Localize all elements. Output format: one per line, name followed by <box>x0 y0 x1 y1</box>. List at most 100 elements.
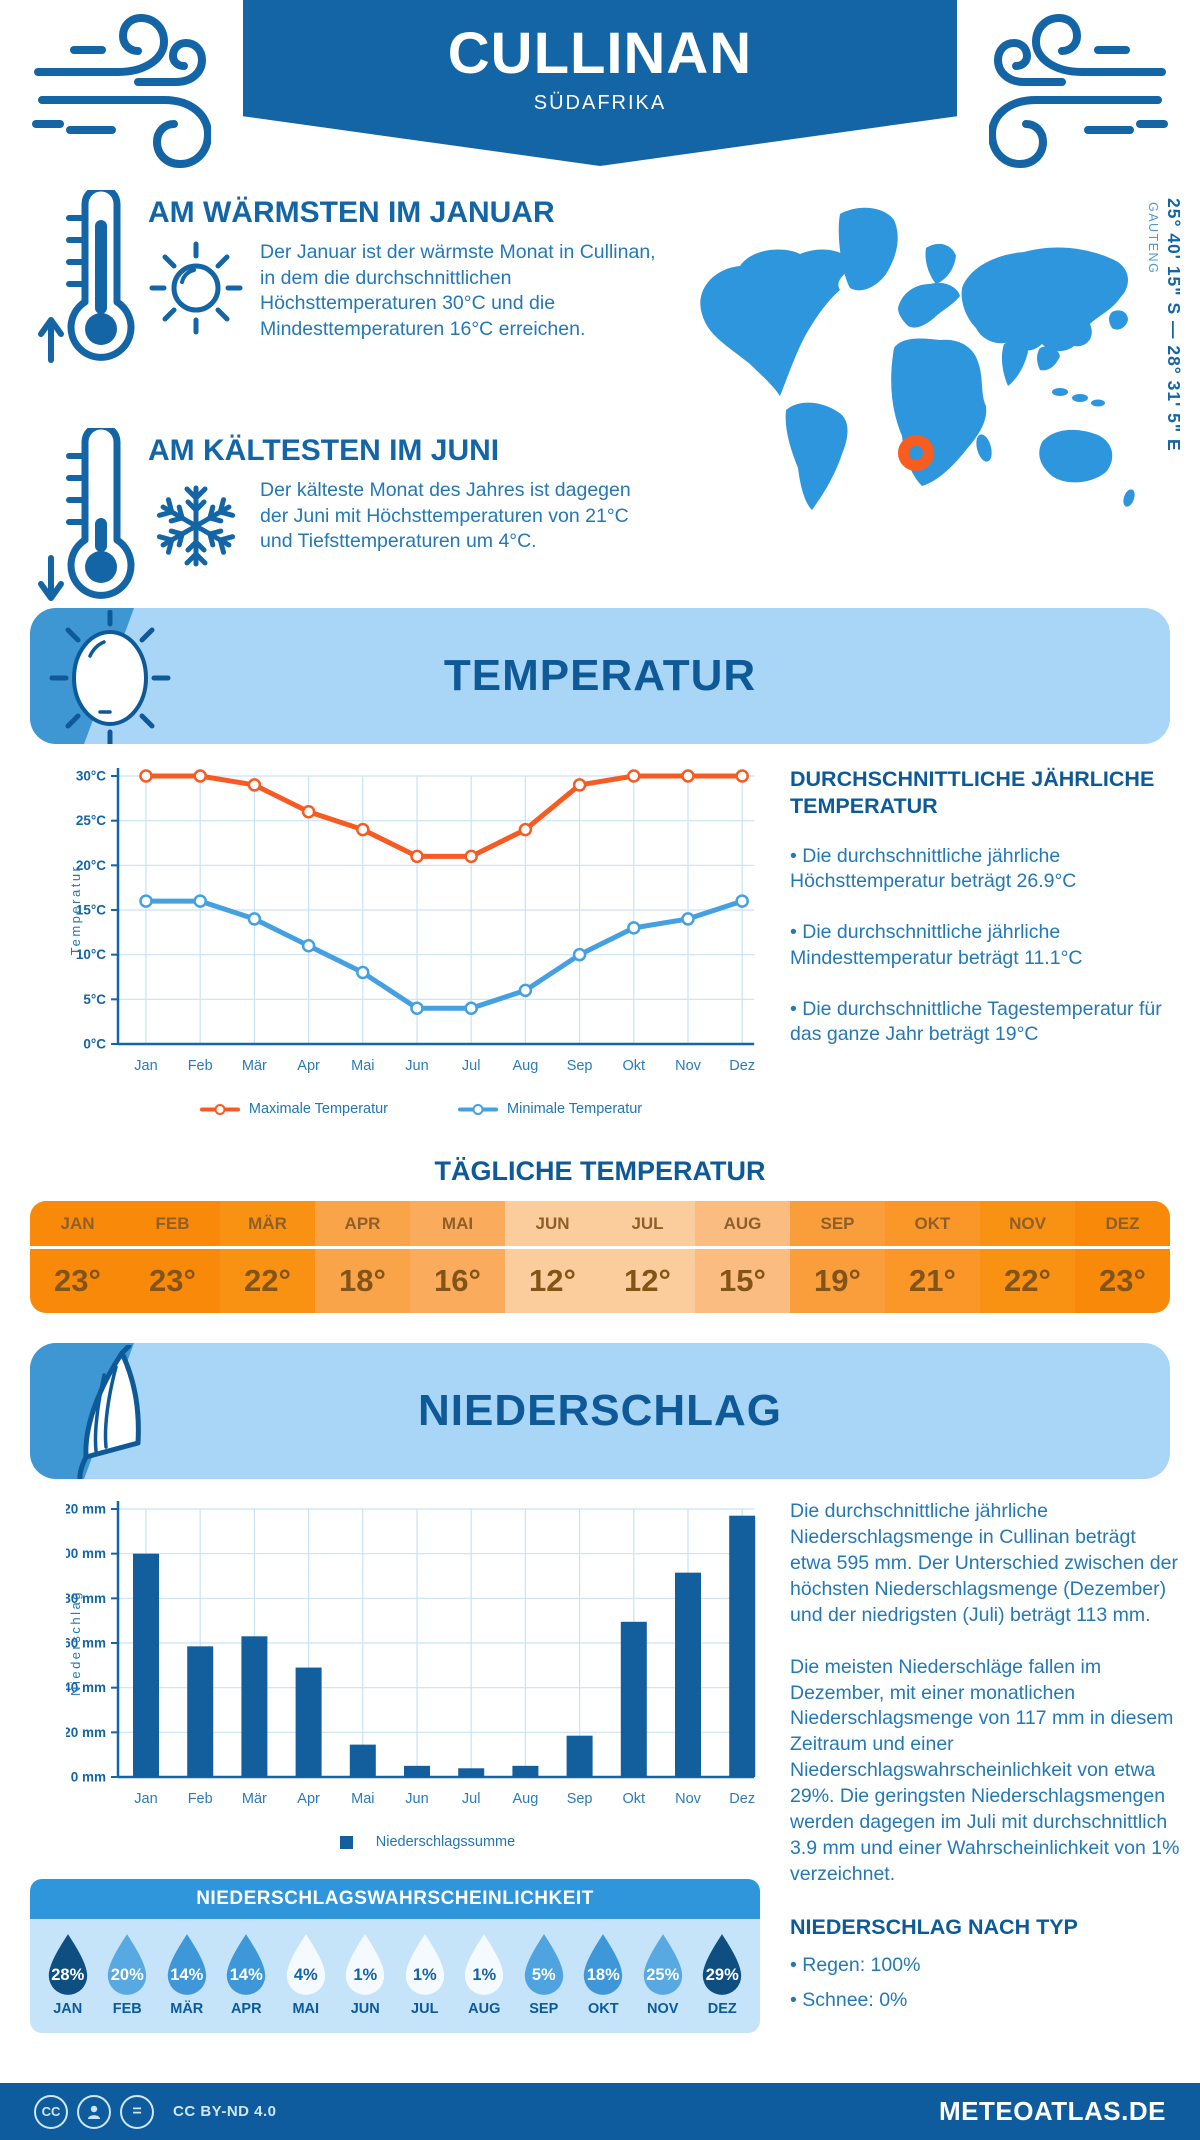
daily-temp-cell-NOV: NOV 22° <box>980 1201 1075 1313</box>
bar-Sep <box>566 1735 593 1777</box>
precipitation-probability-title: NIEDERSCHLAGSWAHRSCHEINLICHKEIT <box>30 1879 760 1919</box>
month-label: JAN <box>53 2001 83 2017</box>
coldest-text: Der kälteste Monat des Jahres ist dagege… <box>260 479 631 553</box>
svg-text:Mai: Mai <box>351 1058 374 1074</box>
daily-temp-cell-OKT: OKT 21° <box>885 1201 980 1313</box>
probability-value: 18% <box>586 1966 620 1984</box>
month-label: APR <box>315 1201 410 1249</box>
wind-icon <box>32 13 211 169</box>
month-label: NOV <box>980 1201 1075 1249</box>
annual-max-bullet: • Die durchschnittliche jährliche Höchst… <box>790 844 1077 893</box>
daily-temperature-title: TÄGLICHE TEMPERATUR <box>434 1156 766 1186</box>
probability-value: 29% <box>705 1966 739 1984</box>
no-derivatives-icon: = <box>120 2094 154 2129</box>
raindrop-icon: 1% <box>339 1933 391 1997</box>
probability-drop-SEP: 5% SEP <box>514 1933 574 2017</box>
month-label: MAI <box>292 2001 320 2017</box>
svg-text:Sep: Sep <box>567 1058 593 1074</box>
raindrop-icon: 1% <box>458 1933 510 1997</box>
daily-temp-value: 12° <box>624 1263 671 1298</box>
sun-banner-icon <box>49 610 171 744</box>
legend-item: Maximale Temperatur <box>199 1101 388 1117</box>
precipitation-chart-section: 0 mm 20 mm 40 mm 60 mm 80 mm 100 mm 120 mm Jan F… <box>0 1491 1200 2043</box>
probability-drop-JAN: 28% JAN <box>38 1933 98 2017</box>
header: CULLINAN SÜDAFRIKA <box>0 0 1200 169</box>
bar-Nov <box>675 1572 701 1777</box>
thermometer-high-icon <box>38 190 135 363</box>
bar-Dez <box>729 1515 756 1777</box>
svg-text:25°C: 25°C <box>76 813 106 828</box>
wind-icon <box>989 13 1168 169</box>
svg-text:Sep: Sep <box>567 1791 593 1807</box>
month-label: SEP <box>790 1201 885 1249</box>
bar-Jul <box>458 1768 485 1777</box>
precipitation-type-heading: NIEDERSCHLAG NACH TYP <box>790 1914 1078 1939</box>
daily-temp-value: 16° <box>434 1263 481 1298</box>
precipitation-aside: Die durchschnittliche jährliche Niedersc… <box>790 1499 1180 2023</box>
legend-label: Niederschlagssumme <box>375 1834 516 1850</box>
month-label: JUN <box>350 2001 380 2017</box>
probability-drop-JUL: 1% JUL <box>395 1933 455 2017</box>
region-label: GAUTENG <box>1146 202 1160 275</box>
probability-drop-MAI: 4% MAI <box>276 1933 336 2017</box>
svg-text:Jun: Jun <box>405 1058 428 1074</box>
daily-temp-value: 23° <box>1099 1263 1146 1298</box>
svg-text:Nov: Nov <box>675 1791 702 1807</box>
svg-text:Jan: Jan <box>134 1791 157 1807</box>
probability-drop-JUN: 1% JUN <box>336 1933 396 2017</box>
temperature-section-title: TEMPERATUR <box>443 651 757 700</box>
month-label: JUL <box>600 1201 695 1249</box>
month-label: JUL <box>411 2001 439 2017</box>
raindrop-icon: 14% <box>220 1933 272 1997</box>
warmest-month-block: AM WÄRMSTEN IM JANUAR D <box>30 190 680 398</box>
svg-text:Niederschlag: Niederschlag <box>68 1590 83 1696</box>
svg-text:5°C: 5°C <box>83 992 106 1007</box>
svg-text:100 mm: 100 mm <box>66 1546 106 1561</box>
legend-line-icon <box>199 1103 240 1115</box>
legend-item: Minimale Temperatur <box>458 1101 642 1117</box>
raindrop-icon: 20% <box>101 1933 153 1997</box>
snow-bullet: • Schnee: 0% <box>790 1989 908 2012</box>
daily-temp-value: 21° <box>909 1263 956 1298</box>
month-label: MÄR <box>170 2001 204 2017</box>
probability-drop-AUG: 1% AUG <box>455 1933 515 2017</box>
coldest-heading: AM KÄLTESTEN IM JUNI <box>148 434 500 467</box>
precipitation-banner: NIEDERSCHLAG <box>30 1343 1170 1479</box>
month-label: MÄR <box>220 1201 315 1249</box>
daily-temp-cell-APR: APR 18° <box>315 1201 410 1313</box>
coldest-month-block: AM KÄLTESTEN IM JUNI Der <box>30 428 680 636</box>
daily-temp-cell-JUL: JUL 12° <box>600 1201 695 1313</box>
svg-text:Okt: Okt <box>623 1058 646 1074</box>
annual-avg-bullet: • Die durchschnittliche Tagestemperatur … <box>790 998 1162 1046</box>
snowflake-icon <box>148 478 244 574</box>
probability-drop-NOV: 25% NOV <box>633 1933 693 2017</box>
legend-line-icon <box>458 1103 499 1115</box>
annual-min-bullet: • Die durchschnittliche jährliche Mindes… <box>790 921 1083 969</box>
svg-text:Apr: Apr <box>297 1791 320 1807</box>
svg-text:Mär: Mär <box>242 1058 267 1074</box>
attribution-person-icon <box>77 2094 111 2129</box>
svg-text:40 mm: 40 mm <box>66 1680 106 1695</box>
coldest-month-body: AM KÄLTESTEN IM JUNI Der <box>148 428 660 636</box>
temperature-banner: TEMPERATUR <box>30 608 1170 744</box>
probability-value: 25% <box>646 1966 680 1984</box>
temperature-line-chart: 0°C 5°C 10°C 15°C 20°C 25°C 30°C Jan Feb Mär Apr Ma… <box>68 768 755 1074</box>
svg-text:Nov: Nov <box>675 1058 702 1074</box>
svg-text:Feb: Feb <box>188 1791 213 1807</box>
daily-temperature-table: JAN 23° FEB 23° MÄR 22° APR 18° MAI 16° JUN 12° JUL 1… <box>30 1201 1170 1313</box>
footer: CC = CC BY-ND 4.0 METEOATLAS.DE <box>0 2083 1200 2140</box>
legend-label: Minimale Temperatur <box>507 1101 643 1117</box>
bar-Apr <box>295 1667 322 1777</box>
daily-temp-cell-JUN: JUN 12° <box>505 1201 600 1313</box>
daily-temp-value: 22° <box>244 1263 291 1298</box>
daily-temp-cell-DEZ: DEZ 23° <box>1075 1201 1170 1313</box>
precipitation-legend: Niederschlagssumme <box>66 1834 776 1850</box>
raindrop-icon: 25% <box>637 1933 689 1997</box>
svg-text:0°C: 0°C <box>83 1037 106 1052</box>
rain-bullet: • Regen: 100% <box>790 1953 921 1976</box>
raindrop-icon: 18% <box>577 1933 629 1997</box>
thermometer-low-icon <box>38 428 135 601</box>
bar-Mai <box>349 1744 376 1777</box>
svg-text:120 mm: 120 mm <box>66 1502 106 1517</box>
umbrella-icon <box>77 1345 141 1479</box>
